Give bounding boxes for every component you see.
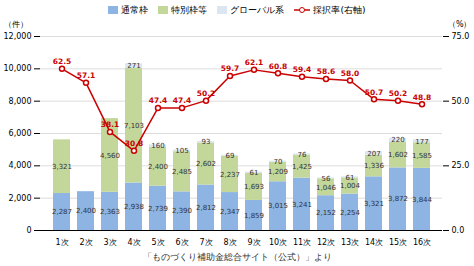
svg-text:2,812: 2,812 [196, 204, 216, 212]
svg-text:0: 0 [26, 226, 31, 235]
svg-text:2次: 2次 [79, 238, 92, 247]
svg-text:1,585: 1,585 [412, 152, 432, 160]
svg-text:2,400: 2,400 [148, 163, 168, 171]
html-text:グローバル系: グローバル系 [230, 4, 285, 15]
html-text:「ものづくり補助金総合サイト（公式）」より: 「ものづくり補助金総合サイト（公式）」より [142, 252, 332, 262]
svg-text:76: 76 [298, 151, 307, 159]
svg-text:5次: 5次 [151, 238, 164, 247]
svg-text:8,000: 8,000 [9, 97, 32, 106]
svg-text:12,000: 12,000 [4, 32, 32, 41]
svg-text:59.7: 59.7 [221, 64, 240, 73]
svg-text:1,425: 1,425 [292, 163, 312, 171]
svg-text:2,739: 2,739 [148, 205, 168, 213]
svg-text:4,560: 4,560 [100, 152, 120, 160]
svg-text:50.2: 50.2 [389, 89, 408, 98]
svg-text:2,485: 2,485 [172, 168, 192, 176]
svg-text:1,004: 1,004 [340, 182, 361, 190]
svg-text:9次: 9次 [247, 238, 260, 247]
svg-text:48.8: 48.8 [413, 93, 432, 102]
svg-text:58.0: 58.0 [341, 69, 360, 78]
svg-text:1,693: 1,693 [244, 183, 264, 191]
svg-text:50.0: 50.0 [452, 97, 470, 106]
svg-text:2,152: 2,152 [316, 209, 336, 217]
svg-text:4次: 4次 [127, 238, 140, 247]
svg-text:2,347: 2,347 [220, 208, 240, 216]
svg-text:47.4: 47.4 [173, 96, 192, 105]
svg-text:207: 207 [367, 150, 380, 158]
html-text:採択率(右軸): 採択率(右軸) [313, 4, 366, 15]
svg-text:93: 93 [202, 138, 211, 146]
svg-text:12次: 12次 [317, 238, 335, 247]
svg-text:38.1: 38.1 [101, 120, 120, 129]
svg-text:6,000: 6,000 [9, 129, 32, 138]
svg-text:13次: 13次 [341, 238, 359, 247]
svg-text:3,872: 3,872 [388, 195, 408, 203]
svg-text:50.2: 50.2 [197, 89, 216, 98]
svg-text:177: 177 [415, 138, 428, 146]
svg-text:2,237: 2,237 [220, 171, 240, 179]
svg-text:14次: 14次 [365, 238, 383, 247]
svg-text:47.4: 47.4 [149, 96, 168, 105]
svg-text:58.6: 58.6 [317, 67, 336, 76]
svg-text:2,000: 2,000 [9, 194, 32, 203]
svg-text:2,390: 2,390 [172, 207, 192, 215]
html-text:特別枠等: 特別枠等 [171, 4, 208, 15]
svg-text:25.0: 25.0 [452, 161, 470, 170]
svg-text:1,859: 1,859 [244, 212, 264, 220]
svg-text:59.4: 59.4 [293, 65, 312, 74]
svg-text:2,287: 2,287 [52, 208, 72, 216]
svg-text:105: 105 [175, 147, 188, 155]
svg-text:6次: 6次 [175, 238, 188, 247]
svg-text:15次: 15次 [389, 238, 407, 247]
svg-text:10次: 10次 [269, 238, 287, 247]
svg-text:1次: 1次 [55, 238, 68, 247]
svg-text:3,844: 3,844 [412, 196, 433, 204]
svg-text:（%）: （%） [448, 20, 472, 29]
html-text:通常枠: 通常枠 [121, 4, 149, 15]
svg-text:70: 70 [274, 158, 283, 166]
svg-text:3,015: 3,015 [268, 202, 288, 210]
svg-text:2,938: 2,938 [124, 203, 144, 211]
svg-text:50.7: 50.7 [365, 88, 384, 97]
svg-text:2,400: 2,400 [76, 207, 96, 215]
svg-text:62.1: 62.1 [245, 58, 264, 67]
svg-text:61: 61 [346, 174, 355, 182]
svg-text:8次: 8次 [223, 238, 236, 247]
svg-text:57.1: 57.1 [77, 71, 96, 80]
svg-text:16次: 16次 [413, 238, 431, 247]
svg-text:220: 220 [391, 136, 404, 144]
svg-text:11次: 11次 [293, 238, 311, 247]
svg-text:69: 69 [226, 152, 235, 160]
svg-text:0.0: 0.0 [452, 226, 465, 235]
svg-text:1,209: 1,209 [268, 168, 288, 176]
svg-text:2,363: 2,363 [100, 208, 120, 216]
svg-text:60.8: 60.8 [269, 62, 288, 71]
svg-text:56: 56 [322, 175, 331, 183]
svg-text:4,000: 4,000 [9, 161, 32, 170]
svg-text:1,046: 1,046 [316, 183, 337, 191]
svg-text:1,336: 1,336 [364, 162, 385, 170]
svg-text:61: 61 [250, 169, 259, 177]
svg-text:7次: 7次 [199, 238, 212, 247]
svg-text:3次: 3次 [103, 238, 116, 247]
svg-text:75.0: 75.0 [452, 32, 470, 41]
svg-text:10,000: 10,000 [4, 64, 32, 73]
svg-text:2,602: 2,602 [196, 160, 216, 168]
svg-text:62.5: 62.5 [53, 57, 72, 66]
svg-text:160: 160 [151, 142, 164, 150]
svg-text:（件）: （件） [4, 20, 28, 29]
svg-text:2,254: 2,254 [340, 209, 361, 217]
svg-text:271: 271 [127, 62, 140, 70]
svg-text:30.8: 30.8 [125, 139, 144, 148]
svg-text:1,602: 1,602 [388, 151, 408, 159]
svg-text:3,241: 3,241 [292, 201, 312, 209]
svg-text:3,321: 3,321 [364, 200, 384, 208]
svg-text:3,321: 3,321 [52, 163, 72, 171]
svg-text:7,103: 7,103 [124, 122, 144, 130]
